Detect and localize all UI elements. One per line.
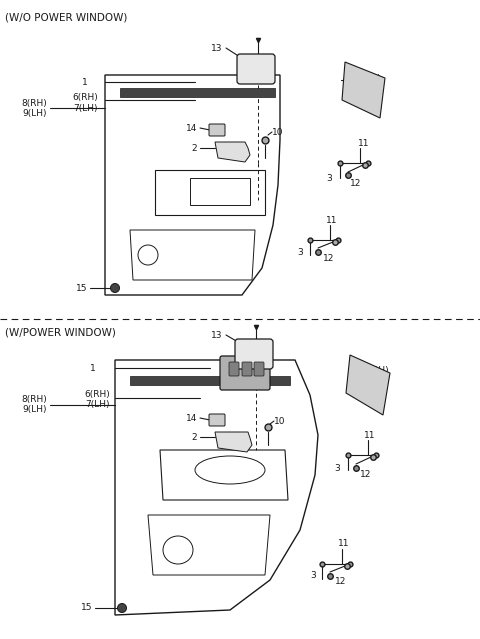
- FancyBboxPatch shape: [209, 124, 225, 136]
- Text: 11: 11: [326, 215, 337, 224]
- Text: 3: 3: [326, 174, 332, 183]
- Text: 1: 1: [82, 77, 88, 86]
- Text: 5(LH): 5(LH): [356, 84, 381, 93]
- Text: 9(LH): 9(LH): [23, 109, 47, 118]
- Text: 2: 2: [192, 144, 197, 153]
- Text: 11: 11: [338, 539, 349, 548]
- Polygon shape: [120, 88, 275, 97]
- Text: 3: 3: [334, 463, 340, 472]
- Text: (W/O POWER WINDOW): (W/O POWER WINDOW): [5, 12, 127, 22]
- Text: 10: 10: [272, 128, 284, 137]
- Text: 12: 12: [335, 578, 347, 587]
- Text: 7(LH): 7(LH): [85, 399, 110, 408]
- Text: 6(RH): 6(RH): [84, 390, 110, 399]
- Text: 12: 12: [323, 254, 335, 263]
- Polygon shape: [215, 142, 250, 162]
- FancyBboxPatch shape: [220, 356, 270, 390]
- Text: 13: 13: [211, 43, 222, 52]
- Text: 14: 14: [186, 123, 197, 132]
- FancyBboxPatch shape: [237, 54, 275, 84]
- Text: 9(LH): 9(LH): [23, 404, 47, 413]
- Text: 13: 13: [211, 330, 222, 339]
- FancyBboxPatch shape: [235, 339, 273, 369]
- Polygon shape: [130, 376, 290, 385]
- Ellipse shape: [118, 603, 127, 613]
- Text: 7(LH): 7(LH): [73, 104, 98, 112]
- Text: 5(LH): 5(LH): [364, 376, 388, 385]
- Text: 15: 15: [81, 603, 92, 613]
- Text: 4(RH): 4(RH): [364, 366, 390, 374]
- FancyBboxPatch shape: [229, 362, 239, 376]
- Text: 10: 10: [274, 417, 286, 426]
- Polygon shape: [346, 355, 390, 415]
- FancyBboxPatch shape: [209, 414, 225, 426]
- Text: 6(RH): 6(RH): [72, 93, 98, 102]
- Text: 14: 14: [186, 413, 197, 422]
- Text: 11: 11: [364, 431, 375, 440]
- Text: 8(RH): 8(RH): [21, 98, 47, 107]
- Text: 3: 3: [297, 247, 303, 256]
- Text: 8(RH): 8(RH): [21, 394, 47, 403]
- Text: 11: 11: [358, 139, 370, 148]
- Polygon shape: [342, 62, 385, 118]
- Text: 4(RH): 4(RH): [356, 73, 382, 82]
- Polygon shape: [215, 432, 252, 452]
- Text: 2: 2: [192, 433, 197, 442]
- Text: (W/POWER WINDOW): (W/POWER WINDOW): [5, 327, 116, 337]
- Text: 12: 12: [350, 178, 361, 187]
- Text: 15: 15: [75, 284, 87, 293]
- FancyBboxPatch shape: [242, 362, 252, 376]
- Text: 1: 1: [90, 364, 96, 373]
- Ellipse shape: [110, 284, 120, 293]
- Text: 12: 12: [360, 470, 372, 479]
- FancyBboxPatch shape: [254, 362, 264, 376]
- Text: 3: 3: [310, 571, 316, 580]
